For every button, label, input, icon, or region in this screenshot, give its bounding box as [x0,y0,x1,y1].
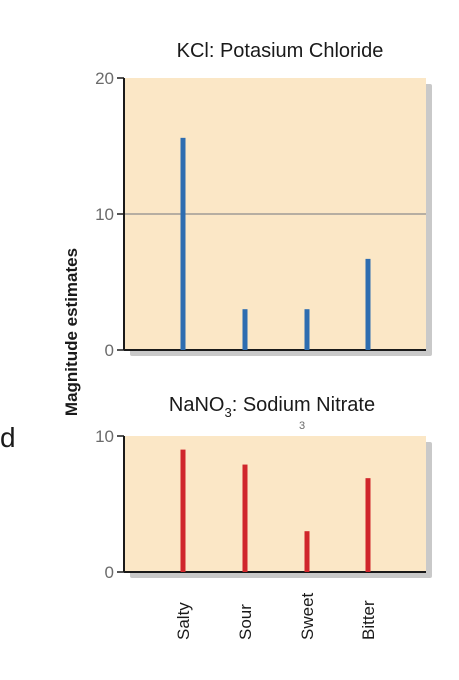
bar-bitter [365,258,371,350]
panel-title: NaNO3: Sodium Nitrate [169,394,375,420]
bar-sour [242,309,248,350]
stray-letter: d [0,422,16,453]
y-tick-label: 0 [105,341,114,360]
y-tick-label: 0 [105,563,114,582]
y-tick-label: 10 [95,205,114,224]
panel-title: KCl: Potasium Chloride [177,40,384,62]
bar-salty [180,449,186,572]
plot-area [124,436,426,572]
nano3-panel: NaNO3: Sodium Nitrate 10 0 [95,394,432,582]
category-labels: Salty Sour Sweet Bitter [174,592,378,640]
bar-sweet [304,531,310,572]
stray-subscript: 3 [299,420,305,432]
y-axis-label: Magnitude estimates [62,248,81,416]
bar-bitter [365,478,371,572]
y-tick-label: 20 [95,69,114,88]
category-label-bitter: Bitter [359,600,378,640]
category-label-sour: Sour [236,604,255,640]
kcl-panel: KCl: Potasium Chloride 20 10 0 [95,40,432,360]
bar-salty [180,137,186,350]
y-tick-label: 10 [95,427,114,446]
category-label-sweet: Sweet [298,592,317,640]
bar-sweet [304,309,310,350]
category-label-salty: Salty [174,602,193,640]
bar-sour [242,464,248,572]
